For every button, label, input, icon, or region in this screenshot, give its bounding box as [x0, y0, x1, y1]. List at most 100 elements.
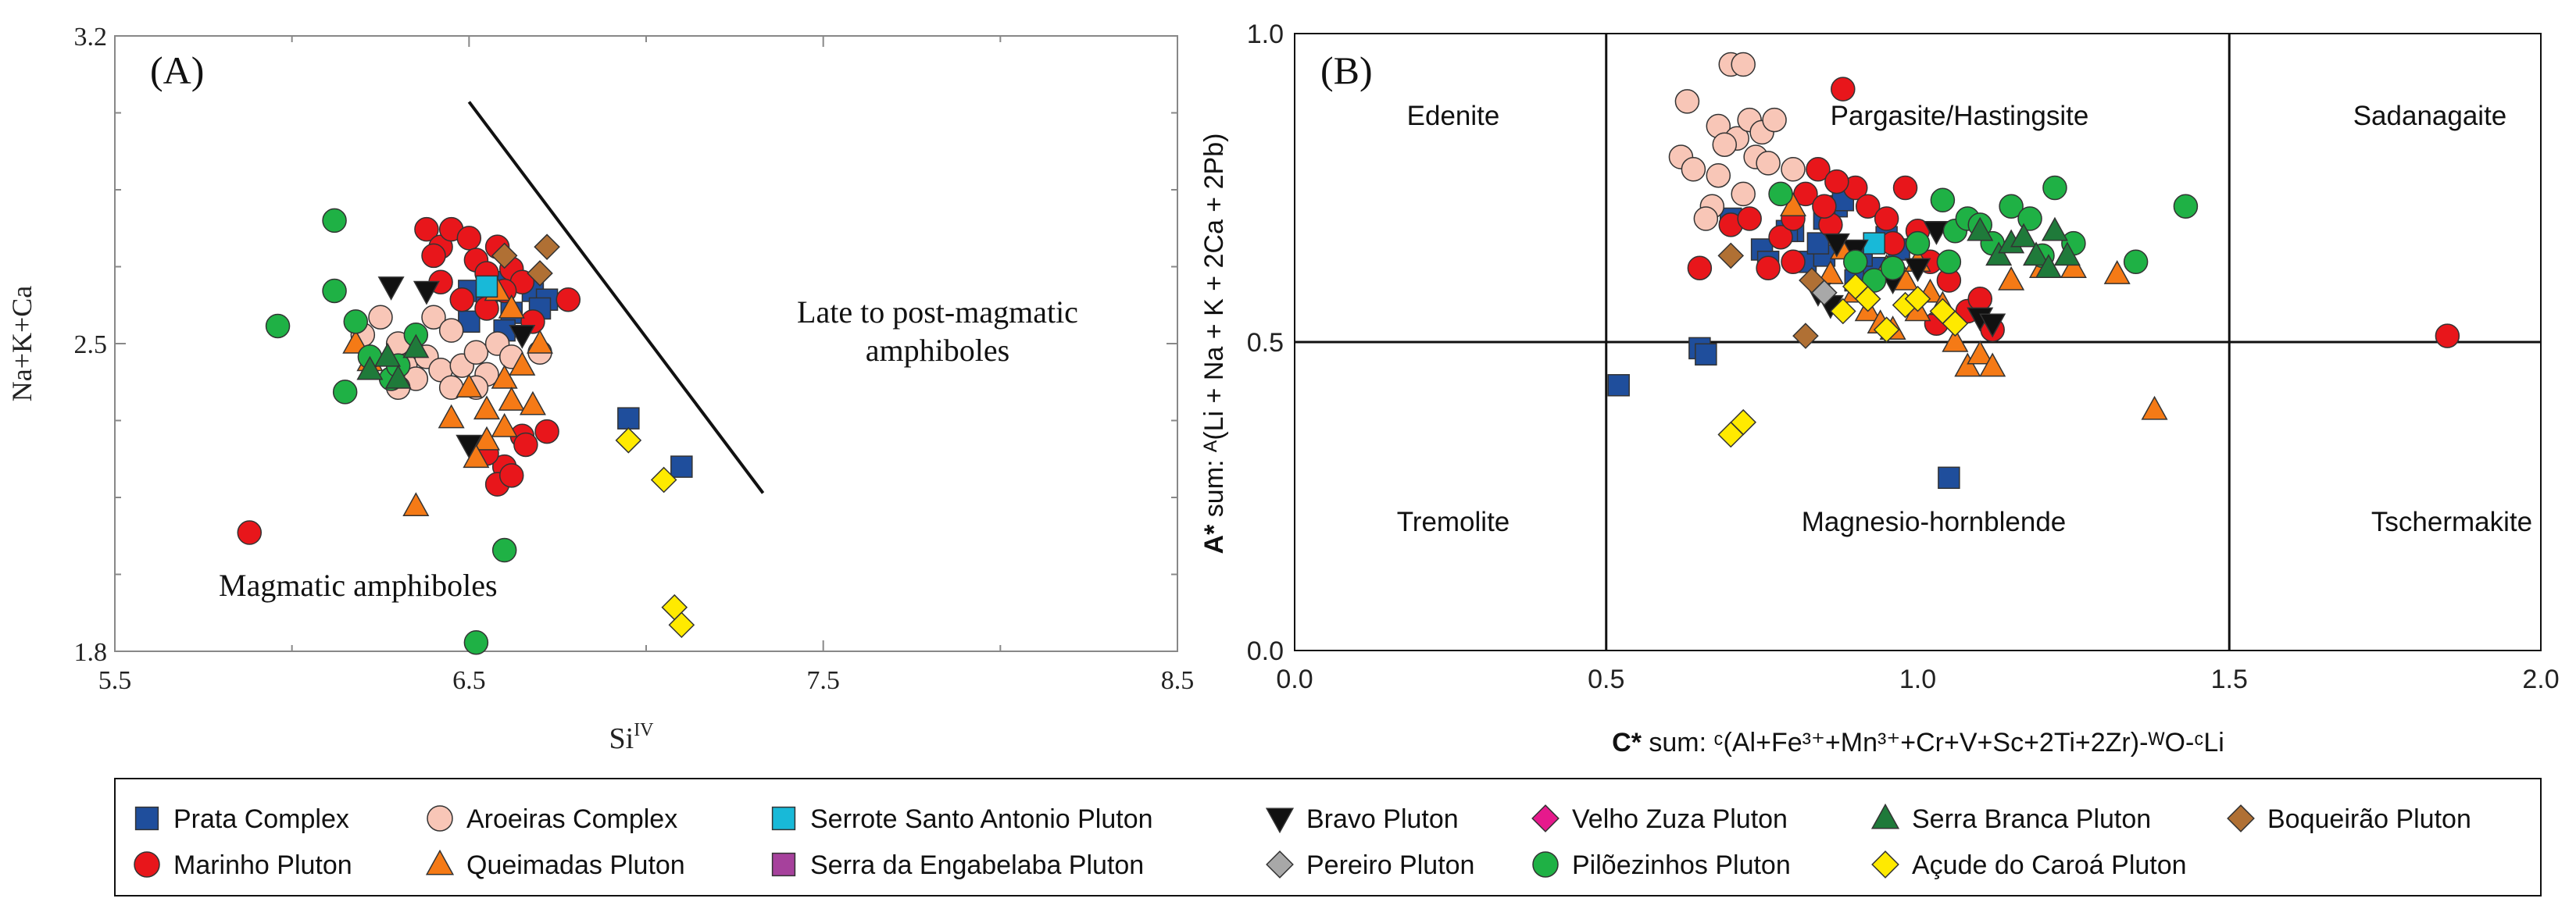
legend-item-pereiro-pluton: Pereiro Pluton: [1266, 850, 1474, 880]
legend-label-serrote-santo-antonio-pluton: Serrote Santo Antonio Pluton: [810, 804, 1153, 834]
panel-b-point-aroeiras-complex: [1693, 206, 1719, 231]
panel-a-magmatic-divider-line: [467, 101, 765, 494]
panel-a-point-prata-complex: [670, 455, 693, 478]
panel-a-point-serra-branca-pluton: [356, 355, 384, 380]
panel-b-point-queimadas-pluton: [1779, 192, 1807, 216]
panel-a-y-tick-label: 2.5: [74, 330, 108, 359]
panel-b-point-bravo-pluton: [1979, 313, 2006, 338]
panel-b-point-queimadas-pluton: [1998, 266, 2025, 291]
panel-a-point-marinho-pluton: [449, 287, 475, 312]
panel-a-point-serra-branca-pluton: [374, 342, 402, 367]
panel-b-point-aroeiras-complex: [1756, 151, 1781, 176]
panel-b-point-marinho-pluton: [1967, 286, 1992, 312]
panel-b-point-piloezinhos-pluton: [2123, 249, 2149, 275]
panel-b-point-aroeiras-complex: [1731, 52, 1756, 77]
panel-b-point-acude-do-caroa-pluton: [1873, 316, 1900, 344]
panel-a-point-piloezinhos-pluton: [463, 629, 489, 655]
panel-a-point-aroeiras-complex: [421, 305, 446, 330]
legend-label-acude-do-caroa-pluton: Açude do Caroá Pluton: [1912, 850, 2187, 880]
panel-b-point-marinho-pluton: [1687, 255, 1713, 280]
legend: Prata Complex Marinho Pluton Aroeiras Comp…: [114, 778, 2542, 897]
panel-b-x-tick-label: 0.0: [1276, 665, 1313, 694]
legend-label-serra-branca-pluton: Serra Branca Pluton: [1912, 804, 2151, 834]
region-label-magnesio-hornblende: Magnesio-hornblende: [1802, 507, 2067, 537]
panel-b-point-marinho-pluton: [1824, 169, 1849, 194]
panel-a-point-piloezinhos-pluton: [343, 309, 369, 334]
panel-b-point-aroeiras-complex: [1706, 162, 1731, 188]
legend-item-velho-zuza-pluton: Velho Zuza Pluton: [1531, 804, 1788, 834]
panel-b-point-marinho-pluton: [2435, 323, 2460, 348]
legend-label-velho-zuza-pluton: Velho Zuza Pluton: [1572, 804, 1788, 834]
panel-b-point-serra-branca-pluton: [2035, 254, 2062, 278]
panel-a-y-axis-label: Na+K+Ca: [6, 286, 38, 402]
region-label-tschermakite: Tschermakite: [2371, 507, 2532, 537]
panel-a-point-aroeiras-complex: [463, 340, 489, 365]
region-label-edenite: Edenite: [1407, 101, 1500, 131]
panel-b-point-piloezinhos-pluton: [1905, 230, 1931, 256]
region-label-late-line1: Late to post-magmatic: [797, 294, 1078, 330]
panel-a-point-prata-complex: [617, 407, 640, 430]
panel-b-point-aroeiras-complex: [1762, 107, 1787, 133]
panel-a-point-bravo-pluton: [377, 276, 405, 301]
panel-a-point-piloezinhos-pluton: [322, 278, 347, 304]
panel-a-point-serrote-santo-antonio-pluton: [475, 275, 498, 298]
panel-a-point-boqueirao-pluton: [534, 233, 560, 260]
panel-b-point-aroeiras-complex: [1781, 157, 1806, 182]
panel-a-point-bravo-pluton: [509, 324, 536, 349]
panel-b-point-serra-branca-pluton: [2053, 241, 2081, 266]
legend-item-queimadas-pluton: Queimadas Pluton: [425, 849, 685, 880]
panel-a-point-acude-do-caroa-pluton: [615, 427, 642, 454]
panel-b-x-axis-label-rest: sum: ᶜ(Al+Fe³⁺+Mn³⁺+Cr+V+Sc+2Ti+2Zr)-ᵂO-…: [1642, 728, 2224, 758]
panel-b-point-marinho-pluton: [1806, 157, 1831, 182]
panel-b-point-marinho-pluton: [1892, 175, 1918, 201]
panel-a-point-queimadas-pluton: [491, 364, 518, 389]
panel-a-point-queimadas-pluton: [438, 404, 465, 429]
legend-item-serra-branca-pluton: Serra Branca Pluton: [1870, 803, 2151, 834]
legend-item-bravo-pluton: Bravo Pluton: [1265, 804, 1459, 834]
panel-a-point-queimadas-pluton: [402, 492, 430, 517]
panel-a-x-tick-label: 7.5: [806, 666, 840, 695]
legend-item-serra-da-engabelaba-pluton: Serra da Engabelaba Pluton: [771, 850, 1144, 880]
panel-a-ticks: 5.5 6.5 7.5 8.5 1.8 2.5 3.2: [74, 23, 1195, 695]
legend-item-piloezinhos-pluton: Pilõezinhos Pluton: [1532, 850, 1791, 880]
panel-a-point-boqueirao-pluton: [527, 260, 553, 287]
panel-a-x-axis-label: SiIV: [609, 720, 654, 755]
panel-a-x-tick-label: 5.5: [98, 666, 132, 695]
panel-a-point-queimadas-pluton: [456, 373, 483, 398]
panel-a-point-queimadas-pluton: [473, 395, 501, 420]
panel-a-y-tick-label: 3.2: [74, 23, 108, 52]
panel-b-point-serra-branca-pluton: [2023, 241, 2050, 266]
panel-b-point-aroeiras-complex: [1674, 89, 1700, 114]
panel-b-y-axis-label: A* sum: ᴬ(Li + Na + K + 2Ca + 2Pb): [1199, 134, 1229, 554]
legend-swatch-acude-do-caroa-pluton: [1871, 850, 1899, 879]
panel-b-point-prata-complex: [1938, 466, 1960, 490]
panel-a-point-marinho-pluton: [513, 432, 538, 458]
panel-a-plot-area: [114, 35, 1178, 652]
panel-a-point-piloezinhos-pluton: [491, 537, 517, 563]
panel-a-point-acude-do-caroa-pluton: [668, 611, 695, 639]
panel-b-x-tick-label: 1.5: [2211, 665, 2248, 694]
panel-a-point-marinho-pluton: [534, 419, 559, 444]
panel-a-point-piloezinhos-pluton: [265, 313, 291, 339]
panel-b-point-acude-do-caroa-pluton: [1842, 273, 1869, 300]
panel-b-point-boqueirao-pluton: [1792, 323, 1819, 349]
panel-b-y-axis-label-bold: A*: [1199, 524, 1229, 554]
panel-a-point-queimadas-pluton: [519, 390, 546, 415]
panel-b-point-serra-branca-pluton: [2041, 216, 2068, 241]
panel-b-point-queimadas-pluton: [1954, 352, 1981, 377]
legend-items: Prata Complex Marinho Pluton Aroeiras Comp…: [134, 803, 2471, 880]
legend-swatch-boqueirao-pluton: [2227, 804, 2255, 832]
panel-b-data-marks: [1607, 52, 2460, 490]
legend-item-serrote-santo-antonio-pluton: Serrote Santo Antonio Pluton: [771, 804, 1153, 834]
panel-b-x-tick-label: 0.5: [1588, 665, 1624, 694]
panel-b-point-boqueirao-pluton: [1717, 242, 1745, 269]
panel-b-point-piloezinhos-pluton: [1843, 249, 1868, 275]
panel-b-point-marinho-pluton: [1874, 206, 1899, 231]
panel-a-point-piloezinhos-pluton: [322, 208, 347, 233]
panel-b-point-acude-do-caroa-pluton: [1730, 408, 1757, 436]
legend-swatch-piloezinhos-pluton: [1532, 851, 1559, 878]
panel-a-label: (A): [150, 48, 204, 92]
panel-a-point-serra-branca-pluton: [384, 364, 412, 389]
panel-a-point-marinho-pluton: [456, 226, 482, 251]
